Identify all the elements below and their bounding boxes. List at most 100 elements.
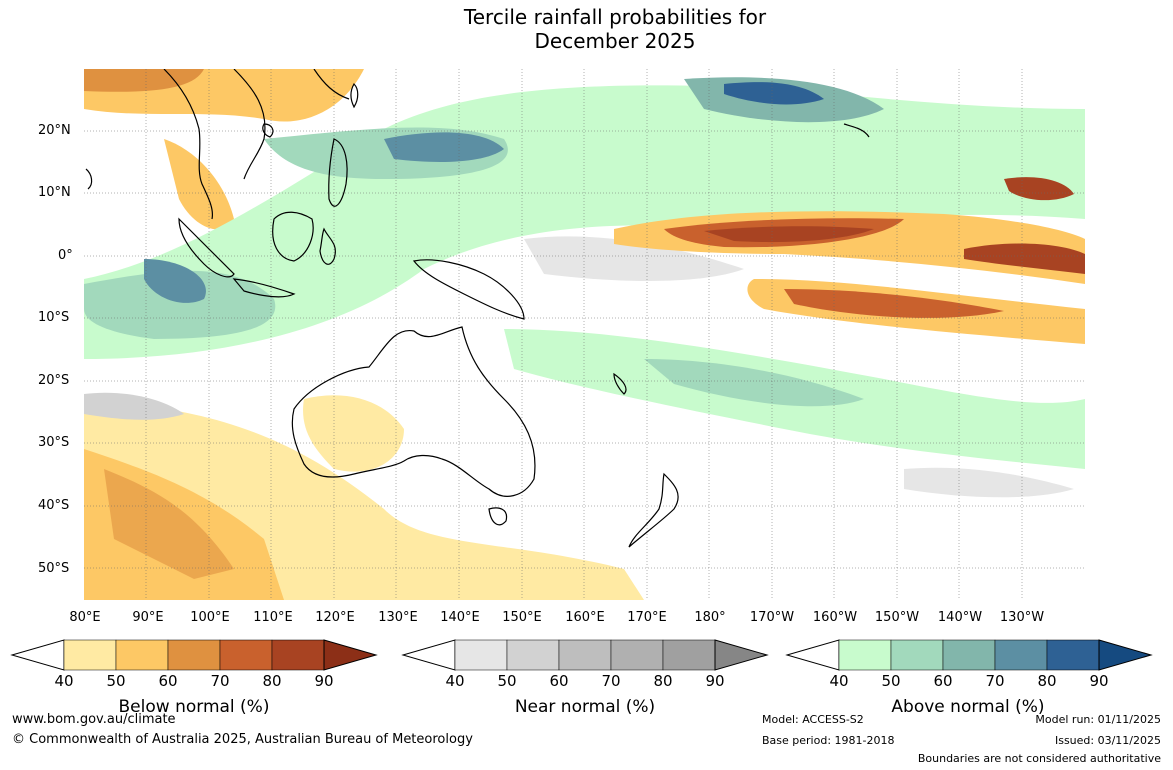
near-normal-region bbox=[84, 392, 184, 420]
below-normal-region bbox=[784, 289, 1004, 318]
colorbar-swatch bbox=[890, 639, 944, 671]
lon-label: 150°E bbox=[502, 610, 542, 625]
colorbar-swatch bbox=[558, 639, 612, 671]
colorbar-swatch bbox=[506, 639, 560, 671]
colorbar-swatch bbox=[115, 639, 169, 671]
above-normal-region bbox=[84, 270, 276, 339]
base-period: Base period: 1981-2018 bbox=[762, 734, 895, 747]
colorbar-swatch bbox=[942, 639, 996, 671]
lat-label: 20°N bbox=[38, 123, 71, 138]
coastlines bbox=[85, 69, 870, 548]
lat-label: 20°S bbox=[38, 373, 70, 388]
colorbar-tick: 90 bbox=[1089, 672, 1109, 690]
lon-label: 80°E bbox=[69, 610, 101, 625]
hawaii-coast bbox=[843, 123, 870, 138]
below-normal-region bbox=[303, 395, 404, 472]
new-guinea-coast bbox=[412, 259, 525, 320]
map-title: Tercile rainfall probabilities for Decem… bbox=[415, 5, 815, 53]
colorbar-tick: 50 bbox=[881, 672, 901, 690]
colorbar-swatch bbox=[219, 639, 273, 671]
sri-lanka-coast bbox=[85, 168, 93, 190]
colorbar-swatch bbox=[454, 639, 508, 671]
colorbar-tick: 50 bbox=[497, 672, 517, 690]
colorbar-tick: 70 bbox=[601, 672, 621, 690]
colorbar-label-above: Above normal (%) bbox=[891, 697, 1045, 717]
philippines-coast bbox=[328, 138, 348, 207]
title-line-2: December 2025 bbox=[534, 29, 696, 53]
colorbar-swatch bbox=[1098, 639, 1153, 671]
colorbar-swatch bbox=[714, 639, 769, 671]
colorbar-tick: 50 bbox=[106, 672, 126, 690]
website-link[interactable]: www.bom.gov.au/climate bbox=[12, 712, 176, 727]
lat-label: 10°S bbox=[38, 310, 70, 325]
colorbar-label-below: Below normal (%) bbox=[118, 697, 270, 717]
lat-label: 10°N bbox=[38, 185, 71, 200]
lon-label: 100°E bbox=[190, 610, 230, 625]
lon-label: 110°E bbox=[253, 610, 293, 625]
australia-coast bbox=[291, 326, 536, 497]
lon-label: 130°W bbox=[999, 610, 1045, 625]
colorbar-swatch bbox=[323, 639, 378, 671]
lat-label: 0° bbox=[58, 248, 73, 263]
below-normal-region bbox=[1004, 177, 1074, 201]
colorbar-tick: 40 bbox=[54, 672, 74, 690]
colorbar-swatch bbox=[610, 639, 664, 671]
issued-date: Issued: 03/11/2025 bbox=[1054, 734, 1161, 747]
colorbar-tick: 90 bbox=[314, 672, 334, 690]
lat-label: 40°S bbox=[38, 498, 70, 513]
lon-label: 140°W bbox=[937, 610, 983, 625]
below-normal-region bbox=[104, 469, 234, 579]
lon-label: 140°E bbox=[440, 610, 480, 625]
above-normal-region bbox=[644, 359, 864, 407]
colorbar-swatch bbox=[271, 639, 325, 671]
above-normal-region bbox=[144, 259, 206, 303]
colorbar-swatch bbox=[167, 639, 221, 671]
colorbar-swatch bbox=[1046, 639, 1100, 671]
colorbar-tick: 60 bbox=[549, 672, 569, 690]
colorbar-swatch bbox=[662, 639, 716, 671]
near-normal-colorbar bbox=[401, 639, 769, 671]
lon-label: 130°E bbox=[378, 610, 418, 625]
lon-label: 170°E bbox=[627, 610, 667, 625]
colorbar-tick: 80 bbox=[653, 672, 673, 690]
colorbar-tick: 60 bbox=[158, 672, 178, 690]
below-normal-colorbar bbox=[10, 639, 378, 671]
colorbar-swatch bbox=[838, 639, 892, 671]
below-normal-region bbox=[164, 139, 234, 230]
graticule bbox=[84, 69, 1085, 600]
java-coast bbox=[232, 278, 296, 298]
lon-label: 150°W bbox=[874, 610, 920, 625]
lon-label: 160°E bbox=[565, 610, 605, 625]
new-caledonia-coast bbox=[613, 372, 627, 395]
asia-coast bbox=[163, 69, 350, 220]
rainfall-map bbox=[84, 69, 1085, 600]
colorbar-label-near: Near normal (%) bbox=[514, 697, 656, 717]
tasmania-coast bbox=[488, 507, 508, 526]
below-normal-region bbox=[84, 69, 204, 92]
above-normal-region bbox=[384, 132, 504, 162]
model-name: Model: ACCESS-S2 bbox=[762, 713, 864, 726]
colorbar-tick: 90 bbox=[705, 672, 725, 690]
near-normal-region bbox=[524, 236, 744, 281]
lon-label: 120°E bbox=[315, 610, 355, 625]
near-normal-region bbox=[904, 467, 1074, 498]
sumatra-coast bbox=[178, 217, 235, 278]
lon-label: 180° bbox=[694, 610, 726, 625]
sulawesi-coast bbox=[319, 227, 336, 265]
taiwan-coast bbox=[350, 83, 359, 109]
lon-label: 90°E bbox=[132, 610, 164, 625]
model-run: Model run: 01/11/2025 bbox=[1035, 713, 1161, 726]
lon-label: 160°W bbox=[812, 610, 858, 625]
lat-label: 30°S bbox=[38, 435, 70, 450]
hainan-coast bbox=[262, 123, 274, 138]
below-normal-region bbox=[704, 226, 874, 243]
below-normal-region bbox=[964, 243, 1085, 274]
disclaimer: Boundaries are not considered authoritat… bbox=[917, 752, 1161, 765]
lon-label: 170°W bbox=[749, 610, 795, 625]
above-normal-region bbox=[84, 85, 1085, 360]
colorbar-tick: 80 bbox=[262, 672, 282, 690]
colorbar-tick: 40 bbox=[829, 672, 849, 690]
borneo-coast bbox=[272, 211, 314, 262]
colorbar-swatch bbox=[994, 639, 1048, 671]
colorbar-swatch bbox=[63, 639, 117, 671]
